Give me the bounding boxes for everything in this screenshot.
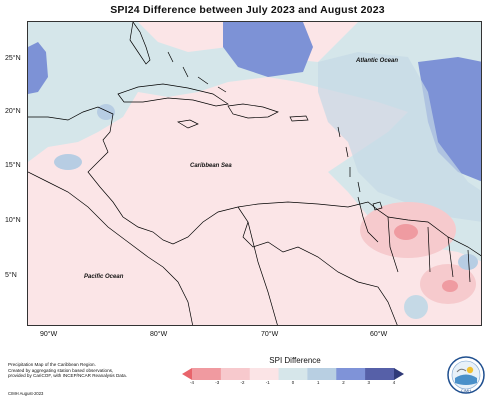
blue-spot-amazon: [404, 295, 428, 319]
lat-label: 15°N: [5, 162, 21, 169]
cimh-logo: CIMH: [447, 356, 485, 394]
map-credits: Precipitation Map of the Caribbean Regio…: [8, 362, 168, 379]
lon-label: 80°W: [150, 331, 168, 338]
legend-tick-label: 3: [367, 380, 370, 385]
legend-swatch: [365, 368, 395, 380]
legend-tick-label: -3: [215, 380, 220, 385]
logo-text: CIMH: [461, 388, 471, 393]
legend-colorbar: [182, 368, 404, 380]
credit-line: Created by aggregating station based obs…: [8, 367, 114, 373]
legend-arrow-right: [394, 368, 404, 380]
atlantic-ocean-label: Atlantic Ocean: [355, 58, 398, 64]
blue-region-atlantic-north: [223, 22, 313, 77]
caribbean-sea-label: Caribbean Sea: [190, 163, 232, 169]
legend-tick-label: 4: [392, 380, 396, 385]
blue-region-gulf: [28, 42, 48, 94]
legend-swatch: [278, 368, 308, 380]
red-region-venezuela: [394, 224, 418, 240]
lon-label: 90°W: [40, 331, 58, 338]
credit-line: Precipitation Map of the Caribbean Regio…: [8, 362, 96, 367]
legend-title: SPI Difference: [269, 356, 321, 365]
legend-swatch: [192, 368, 222, 380]
legend-arrow-left: [182, 368, 192, 380]
credit-line: provided by CariCOF, with INCEP/NCAR Rea…: [8, 373, 127, 379]
blue-spot-yucatan: [97, 104, 115, 120]
legend-tick-label: 0: [291, 380, 295, 385]
legend-swatch: [220, 368, 251, 380]
red-region-guianas: [442, 280, 458, 292]
lat-label: 5°N: [5, 272, 17, 279]
legend-swatch: [249, 368, 280, 380]
map-panel: Atlantic Ocean Caribbean Sea Pacific Oce…: [27, 21, 482, 326]
legend-tick-label: -4: [190, 380, 194, 385]
legend-tick-label: -1: [265, 380, 270, 385]
legend-tick-label: 2: [342, 380, 345, 385]
blue-spot-guianas: [458, 254, 478, 270]
blue-region-atlantic-east: [418, 57, 481, 182]
legend-swatch: [336, 368, 366, 380]
pacific-ocean-label: Pacific Ocean: [84, 274, 124, 280]
lon-label: 60°W: [370, 331, 388, 338]
legend-tick-label: 1: [317, 380, 320, 385]
legend-swatch: [307, 368, 337, 380]
coastlines: [28, 22, 481, 325]
lon-label: 70°W: [261, 331, 279, 338]
blue-spot-west: [54, 154, 82, 170]
map-title: SPI24 Difference between July 2023 and A…: [110, 4, 385, 16]
credit-date: CIMH August-2023: [8, 391, 44, 396]
precipitation-map: Atlantic Ocean Caribbean Sea Pacific Oce…: [28, 22, 481, 325]
lat-label: 20°N: [5, 108, 21, 115]
light-blue-region: [318, 52, 481, 222]
lat-label: 25°N: [5, 55, 21, 62]
legend-tick-label: -2: [240, 380, 245, 385]
lat-label: 10°N: [5, 217, 21, 224]
